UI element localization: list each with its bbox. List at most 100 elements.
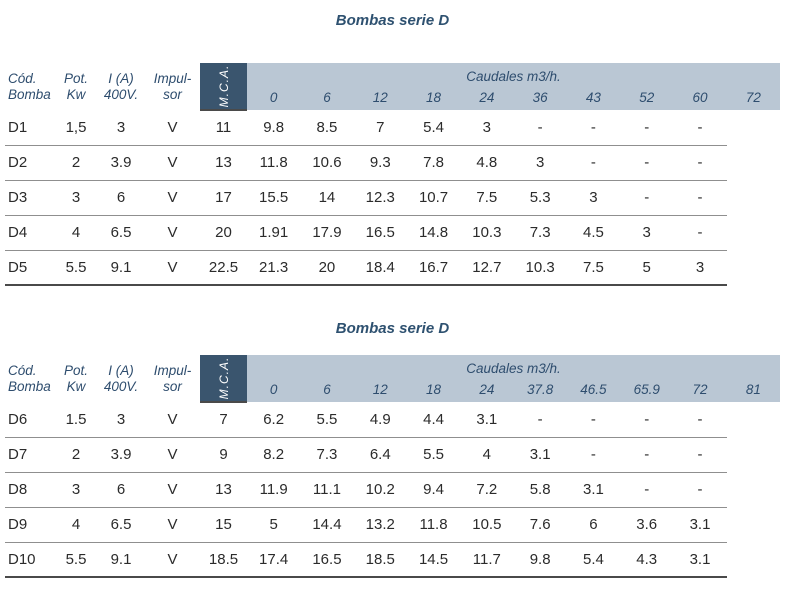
cell-head-mca: 14.4 — [300, 507, 354, 543]
cell-head-mca: 5.3 — [513, 180, 567, 216]
header-line: Pot. — [63, 362, 88, 378]
cell-head-mca: 7.3 — [513, 215, 567, 251]
cell-head-mca: 4.3 — [620, 542, 674, 578]
cell-head-mca: 7.5 — [460, 180, 514, 216]
cell-head-mca: 3.1 — [673, 507, 727, 543]
cell-pump-code: D8 — [5, 472, 55, 508]
table-row: D6 1.5 3 V 7 6.2 5.5 4.9 4.4 3.1- - - - — [5, 402, 780, 438]
cell-head-mca: 9.3 — [353, 145, 407, 181]
table-title: Bombas serie D — [335, 12, 450, 29]
flow-column-header: 43 — [566, 84, 621, 110]
header-line: Kw — [66, 86, 86, 102]
cell-head-mca: 3 — [620, 215, 674, 251]
cell-head-mca: 7.6 — [513, 507, 567, 543]
cell-head-mca: - — [673, 437, 727, 473]
cell-head-mca: 16.7 — [406, 250, 461, 286]
flow-column-header: 65.9 — [620, 376, 674, 402]
caudales-band-header: Caudales m3/h. — [247, 355, 780, 376]
table-row: D10 5.5 9.1 V 18.5 17.4 16.5 18.5 14.5 11.7 9.8 5.4… — [5, 542, 780, 578]
header-line: sor — [163, 86, 182, 102]
cell-head-mca: - — [673, 215, 727, 251]
table-row: D3 3 6 V 17 15.5 14 12.3 10.7 7.5 5.3 3- - — [5, 180, 780, 216]
col-header-codigo-bomba: Cód. Bomba — [5, 355, 55, 402]
cell-head-mca: - — [673, 145, 727, 181]
col-header-codigo-bomba: Cód. Bomba — [5, 63, 55, 110]
header-line: 400V. — [103, 378, 139, 394]
cell-head-mca: 13.2 — [353, 507, 407, 543]
cell-head-mca: 3 — [566, 180, 621, 216]
table-section-serie-d-2: Bombas serie D Cód. Bomba Pot. Kw I (A) — [5, 320, 780, 578]
flow-column-header: 12 — [353, 84, 407, 110]
cell-head-mca: 14.5 — [406, 542, 461, 578]
cell-head-mca: 18.4 — [353, 250, 407, 286]
cell-head-mca: - — [620, 110, 674, 146]
header-line: sor — [163, 378, 182, 394]
cell-head-mca: 5 — [247, 507, 301, 543]
cell-head-mca: - — [566, 110, 621, 146]
flow-column-header: 24 — [460, 376, 514, 402]
cell-head-mca: 14.8 — [406, 215, 461, 251]
cell-head-mca: 11 — [200, 110, 247, 146]
cell-power-kw: 4 — [55, 215, 97, 251]
page: Bombas serie D Cód. Bomba Pot. Kw I (A) — [5, 12, 780, 578]
cell-head-mca: 21.3 — [247, 250, 301, 286]
cell-current-a: 3.9 — [97, 145, 145, 181]
header-row: Cód. Bomba Pot. Kw I (A) 400V. Impul- so… — [5, 63, 780, 111]
cell-head-mca: 14 — [300, 180, 354, 216]
cell-power-kw: 5.5 — [55, 542, 97, 578]
flow-column-header: 6 — [300, 84, 354, 110]
header-line: Pot. — [63, 70, 88, 86]
col-header-impulsor: Impul- sor — [145, 63, 200, 110]
flow-column-header: 37.8 — [513, 376, 567, 402]
pump-table-2: Cód. Bomba Pot. Kw I (A) 400V. Impul- so… — [5, 355, 780, 578]
cell-head-mca: 4.9 — [353, 402, 407, 438]
cell-head-mca: 1.91 — [247, 215, 301, 251]
mca-label: M.C.A. — [216, 356, 231, 400]
cell-head-mca: 7.3 — [300, 437, 354, 473]
cell-power-kw: 4 — [55, 507, 97, 543]
cell-head-mca: 11.7 — [460, 542, 514, 578]
cell-current-a: 3.9 — [97, 437, 145, 473]
flow-column-header: 72 — [726, 84, 780, 110]
flow-column-header: 72 — [673, 376, 727, 402]
cell-current-a: 6 — [97, 180, 145, 216]
cell-head-mca: 8.2 — [247, 437, 301, 473]
col-header-impulsor: Impul- sor — [145, 355, 200, 402]
header-line: Kw — [66, 378, 86, 394]
cell-pump-code: D5 — [5, 250, 55, 286]
mca-label: M.C.A. — [216, 64, 231, 108]
cell-head-mca: 6.4 — [353, 437, 407, 473]
mca-column-stripe: M.C.A. — [200, 63, 247, 111]
cell-current-a: 3 — [97, 110, 145, 146]
cell-impeller: V — [145, 180, 200, 216]
cell-current-a: 6 — [97, 472, 145, 508]
cell-current-a: 6.5 — [97, 215, 145, 251]
cell-head-mca: 9.8 — [513, 542, 567, 578]
cell-head-mca: 20 — [300, 250, 354, 286]
cell-head-mca: 3.1 — [673, 542, 727, 578]
flow-header-row: 0 6 12 18 24 37.8 46.5 65.9 72 81 — [5, 376, 780, 402]
cell-pump-code: D7 — [5, 437, 55, 473]
table-row: D4 4 6.5 V 20 1.91 17.9 16.5 14.8 10.3 7.3 4.5 3- — [5, 215, 780, 251]
flow-column-header: 81 — [726, 376, 780, 402]
cell-head-mca: - — [620, 402, 674, 438]
cell-impeller: V — [145, 437, 200, 473]
table-row: D1 1,5 3 V 11 9.8 8.5 7 5.4 3- - - - — [5, 110, 780, 146]
header-line: Impul- — [153, 70, 192, 86]
table-row: D2 2 3.9 V 13 11.8 10.6 9.3 7.8 4.8 3- - - — [5, 145, 780, 181]
flow-column-header: 46.5 — [566, 376, 621, 402]
cell-head-mca: 12.3 — [353, 180, 407, 216]
cell-head-mca: 3.1 — [513, 437, 567, 473]
flow-column-header: 18 — [406, 84, 461, 110]
cell-head-mca: 11.8 — [406, 507, 461, 543]
cell-head-mca: - — [620, 145, 674, 181]
table-row: D9 4 6.5 V 15 5 14.4 13.2 11.8 10.5 7.6 6 3.6 3.1 — [5, 507, 780, 543]
cell-head-mca: 11.1 — [300, 472, 354, 508]
cell-head-mca: 10.6 — [300, 145, 354, 181]
cell-head-mca: - — [620, 437, 674, 473]
cell-head-mca: 5.4 — [566, 542, 621, 578]
cell-pump-code: D1 — [5, 110, 55, 146]
col-header-intensidad-400v: I (A) 400V. — [97, 355, 145, 402]
cell-head-mca: 7.8 — [406, 145, 461, 181]
cell-head-mca: 7 — [353, 110, 407, 146]
